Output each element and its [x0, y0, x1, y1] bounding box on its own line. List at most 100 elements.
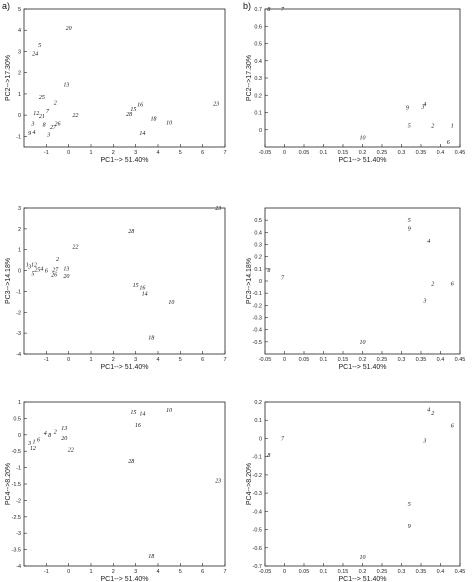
- scatter-point-label: 2: [56, 257, 59, 263]
- scatter-point-label: 1: [33, 439, 36, 445]
- x-axis-label: PC1--> 51.40%: [338, 576, 386, 582]
- x-tick-label: -0.05: [259, 150, 272, 156]
- scatter-point-label: 4: [427, 406, 430, 413]
- x-tick-label: 0.45: [455, 150, 466, 156]
- scatter-point-label: 28: [126, 112, 132, 118]
- scatter-point-label: 5: [31, 272, 34, 278]
- y-tick-label: -0.2: [253, 473, 262, 479]
- plot-frame: [23, 401, 226, 567]
- y-tick-label: -1.5: [12, 482, 21, 488]
- x-tick-label: 7: [223, 569, 226, 575]
- x-tick-label: 5: [179, 569, 182, 575]
- x-tick-label: 0.15: [338, 357, 349, 363]
- x-tick-label: -0.05: [259, 569, 272, 575]
- x-tick-label: 0.05: [299, 150, 310, 156]
- scatter-point-label: 3: [27, 264, 31, 270]
- y-tick-label: 1: [18, 92, 21, 98]
- x-tick-label: 3: [134, 150, 137, 156]
- y-tick-label: 3: [18, 206, 21, 212]
- x-tick-label: 0: [283, 150, 286, 156]
- scatter-point-label: 12: [30, 446, 36, 452]
- y-tick-label: -4: [16, 352, 21, 358]
- y-tick-label: 0: [18, 113, 21, 119]
- scatter-point-label: 10: [166, 408, 172, 414]
- x-tick-label: -1: [44, 357, 49, 363]
- scatter-point-label: 24: [32, 51, 38, 58]
- x-tick-label: 0.2: [359, 357, 367, 363]
- x-tick-label: 5: [179, 357, 182, 363]
- scatter-point-label: 10: [360, 555, 366, 561]
- x-tick-label: 0.45: [455, 357, 466, 363]
- x-tick-label: 0.3: [398, 357, 406, 363]
- scatter-point-label: 27: [50, 125, 57, 131]
- y-tick-label: -3: [16, 331, 21, 337]
- scatter-point-label: 3: [422, 298, 426, 304]
- y-tick-label: 4: [18, 28, 21, 34]
- x-tick-label: 0: [67, 357, 70, 363]
- y-tick-label: -0.3: [253, 316, 262, 322]
- plot-frame: [23, 8, 226, 148]
- x-tick-label: 0.1: [320, 357, 328, 363]
- x-tick-label: 0.4: [437, 569, 445, 575]
- x-tick-label: 0.4: [437, 357, 445, 363]
- x-tick-label: 0.25: [377, 357, 388, 363]
- x-tick-label: 3: [134, 569, 137, 575]
- x-tick-label: 2: [112, 150, 115, 156]
- x-axis-label: PC1--> 51.40%: [100, 157, 148, 164]
- x-tick-label: 0.35: [416, 357, 427, 363]
- scatter-point-label: 13: [61, 426, 67, 432]
- scatter-point-label: 26: [51, 273, 57, 279]
- y-tick-label: -0.5: [253, 528, 262, 534]
- x-tick-label: 1: [89, 569, 92, 575]
- scatter-point-label: 4: [427, 238, 430, 245]
- x-tick-label: 0.15: [338, 150, 349, 156]
- y-axis-label: PC4-->8.20%: [5, 463, 12, 505]
- scatter-point-label: 23: [215, 479, 221, 485]
- y-tick-label: -0.5: [253, 340, 262, 346]
- y-tick-label: 2: [18, 227, 21, 233]
- y-tick-label: -4: [16, 564, 21, 570]
- x-axis-label: PC1--> 51.40%: [100, 364, 148, 371]
- y-tick-label: 3: [18, 49, 21, 55]
- y-tick-label: 0: [259, 436, 262, 442]
- scatter-point-label: 15: [130, 410, 136, 416]
- x-tick-label: 6: [201, 150, 204, 156]
- y-tick-label: 0.1: [254, 267, 262, 273]
- y-tick-label: 0.1: [254, 418, 262, 424]
- y-axis-label: PC3-->14.18%: [5, 258, 12, 304]
- scatter-point-label: 15: [133, 283, 139, 289]
- scatter-point-label: 25: [39, 95, 45, 101]
- scatter-point-label: 6: [45, 269, 48, 275]
- scatter-point-label: 9: [406, 105, 409, 111]
- scatter-point-label: 5: [408, 218, 411, 224]
- x-tick-label: 3: [134, 357, 137, 363]
- scatter-point-label: 7: [281, 275, 285, 281]
- scatter-point-label: 25: [34, 268, 40, 274]
- y-tick-label: -0.7: [253, 564, 262, 570]
- scatter-point-label: 16: [135, 423, 141, 429]
- y-tick-label: 0.1: [254, 111, 262, 117]
- x-tick-label: 4: [156, 569, 159, 575]
- scatter-point-label: 2: [54, 430, 57, 436]
- x-tick-label: 2: [112, 569, 115, 575]
- scatter-point-label: 20: [63, 274, 69, 280]
- scatter-point-label: 2: [431, 411, 434, 417]
- scatter-point-label: 21: [39, 114, 45, 120]
- x-axis-label: PC1--> 51.40%: [100, 576, 148, 582]
- x-tick-label: 0.2: [359, 150, 367, 156]
- y-axis-label: PC3-->14.18%: [246, 258, 253, 304]
- x-tick-label: 0.4: [437, 150, 445, 156]
- x-tick-label: 0.1: [320, 569, 328, 575]
- scatter-point-label: 3: [420, 104, 424, 110]
- y-axis-label: PC2-->17.30%: [246, 55, 253, 101]
- scatter-point-label: 4: [33, 129, 36, 136]
- scatter-point-label: 28: [128, 459, 134, 465]
- x-tick-label: 0.45: [455, 569, 466, 575]
- y-tick-label: -2: [16, 310, 21, 316]
- scatter-point-label: 26: [55, 122, 61, 128]
- scatter-point-label: 16: [137, 103, 143, 109]
- scatter-point-label: 8: [48, 433, 51, 439]
- y-tick-label: 0: [259, 279, 262, 285]
- y-tick-label: 0.5: [13, 416, 21, 422]
